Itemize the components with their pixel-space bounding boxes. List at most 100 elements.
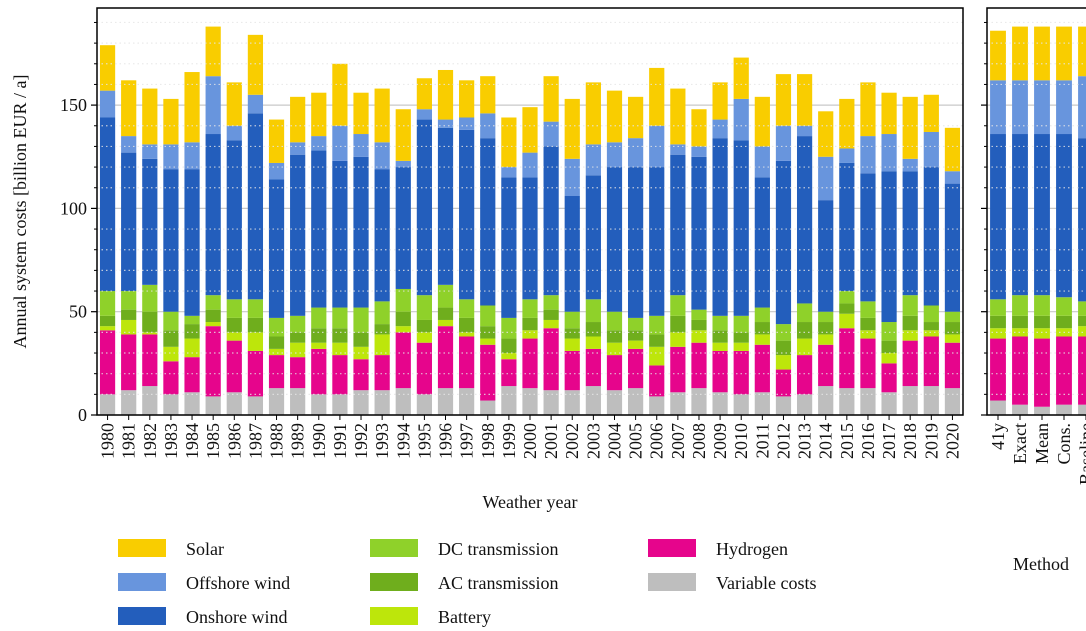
bar-segment <box>416 78 432 110</box>
bar-segment <box>564 158 580 197</box>
bar-segment <box>881 322 897 341</box>
bar-segment <box>395 388 411 415</box>
bar-segment <box>437 388 454 415</box>
bar-segment <box>691 342 707 389</box>
bar-segment <box>754 334 770 345</box>
bar-segment <box>775 324 792 341</box>
bar-segment <box>459 336 475 389</box>
bar-segment <box>184 315 200 325</box>
x-tick-label: Exact <box>1010 423 1030 464</box>
bar-segment <box>796 303 813 323</box>
axes-frame <box>96 7 964 416</box>
bar-segment <box>818 200 834 312</box>
bar-segment <box>142 332 158 335</box>
bar-segment <box>649 396 665 415</box>
bar-segment <box>374 355 390 391</box>
bar-segment <box>290 142 306 155</box>
bar-segment <box>501 317 517 339</box>
x-tick-label: 1980 <box>98 423 118 459</box>
bar-segment <box>290 357 306 389</box>
bar-segment <box>522 388 538 415</box>
bar-segment <box>564 390 580 415</box>
bar-segment <box>459 317 475 333</box>
bar-segment <box>1056 134 1072 298</box>
legend-label: Offshore wind <box>186 573 290 593</box>
bar-segment <box>606 167 623 312</box>
y-tick-label: 150 <box>60 95 87 115</box>
bar-segment <box>543 319 559 329</box>
bar-segment <box>796 322 813 339</box>
bar-segment <box>1056 80 1072 135</box>
bar-segment <box>142 158 158 285</box>
bar-segment <box>881 363 897 393</box>
bar-segment <box>775 396 792 415</box>
bar-segment <box>99 315 116 327</box>
bar-segment <box>142 386 158 415</box>
bar-segment <box>374 301 390 325</box>
bar-segment <box>860 317 876 331</box>
bar-segment <box>860 388 876 415</box>
legend-swatch <box>118 573 166 591</box>
bar-segment <box>1034 338 1050 407</box>
bar-segment <box>395 167 411 289</box>
y-axis-label: Annual system costs [billion EUR / a] <box>10 75 30 349</box>
bar-segment <box>374 142 390 170</box>
bar-segment <box>268 355 285 389</box>
bar-segment <box>839 388 855 415</box>
bar-segment <box>902 386 918 415</box>
bar-segment <box>480 138 496 306</box>
bar-segment <box>184 392 200 415</box>
bar-segment <box>522 317 538 331</box>
bar-segment <box>437 284 454 308</box>
bar-segment <box>353 346 369 360</box>
bar-segment <box>923 94 939 132</box>
bar-segment <box>522 107 538 153</box>
bar-segment <box>990 338 1006 401</box>
axes-frame <box>986 7 1086 416</box>
bar-segment <box>944 322 961 335</box>
bar-segment <box>522 330 538 339</box>
bar-segment <box>1056 404 1072 415</box>
bar-segment <box>1078 26 1086 77</box>
bar-segment <box>775 74 792 126</box>
bar-segment <box>226 82 242 126</box>
bar-segment <box>944 311 961 323</box>
legend-label: Solar <box>186 539 224 559</box>
bar-segment <box>839 303 855 314</box>
bar-segment <box>733 350 749 395</box>
bar-segment <box>990 400 1006 415</box>
bar-segment <box>395 160 411 168</box>
bar-segment <box>416 342 432 395</box>
legend-swatch <box>118 539 166 557</box>
bar-segment <box>606 311 623 331</box>
bar-segment <box>121 334 137 391</box>
bar-segment <box>290 154 306 316</box>
bar-segment <box>1012 26 1028 81</box>
bar-segment <box>374 324 390 335</box>
bar-segment <box>1078 336 1086 405</box>
x-tick-label: 2020 <box>942 423 962 459</box>
bar-segment <box>628 388 644 415</box>
bar-segment <box>796 338 813 356</box>
bar-segment <box>163 98 179 145</box>
bar-segment <box>142 334 158 387</box>
bar-segment <box>437 326 454 389</box>
bar-segment <box>353 92 369 135</box>
bar-segment <box>881 134 897 172</box>
x-tick-label: 2015 <box>837 423 857 459</box>
bar-segment <box>121 80 137 137</box>
bar-segment <box>818 344 834 387</box>
bar-segment <box>332 355 348 395</box>
bar-segment <box>860 173 876 302</box>
bar-segment <box>902 171 918 296</box>
bar-segment <box>99 45 116 91</box>
bar-segment <box>1012 404 1028 415</box>
x-tick-label: 1985 <box>203 423 223 459</box>
bar-segment <box>990 299 1006 316</box>
bar-segment <box>353 332 369 347</box>
bar-segment <box>944 127 961 172</box>
bar-segment <box>163 394 179 415</box>
bar-segment <box>226 299 242 318</box>
x-tick-label: 1986 <box>224 423 244 459</box>
bar-segment <box>628 340 644 349</box>
